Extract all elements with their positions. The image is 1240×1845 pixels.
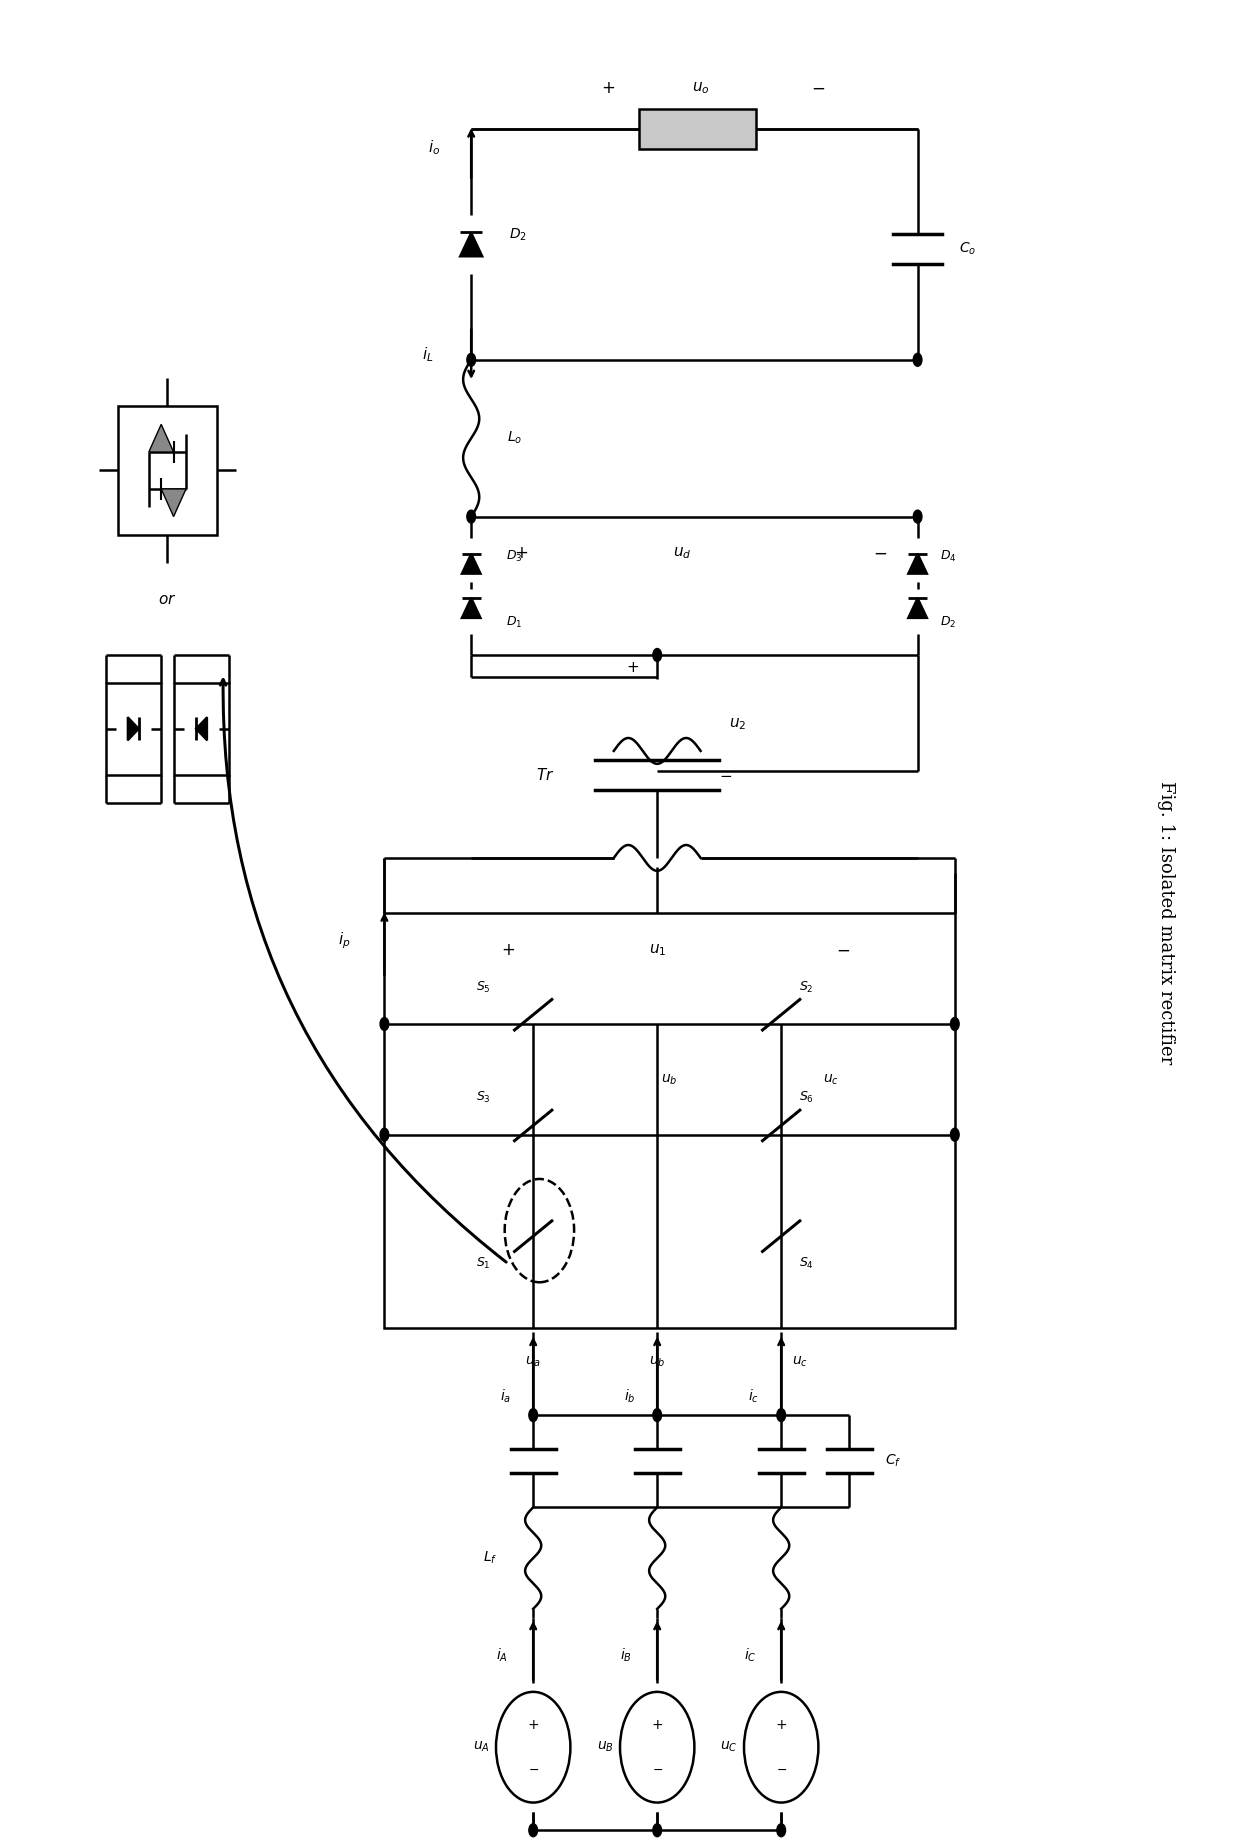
- Polygon shape: [461, 554, 481, 574]
- Circle shape: [528, 1823, 538, 1836]
- Circle shape: [652, 649, 662, 662]
- Text: $D_2$: $D_2$: [940, 614, 957, 631]
- Circle shape: [466, 511, 475, 524]
- Text: $u_a$: $u_a$: [525, 1354, 542, 1369]
- Text: $u_d$: $u_d$: [673, 546, 691, 561]
- Text: $i_b$: $i_b$: [624, 1387, 636, 1406]
- Text: $Tr$: $Tr$: [537, 768, 554, 782]
- Text: $u_B$: $u_B$: [596, 1740, 614, 1755]
- Text: $u_b$: $u_b$: [649, 1354, 666, 1369]
- Text: $u_c$: $u_c$: [823, 1072, 838, 1087]
- Circle shape: [381, 1018, 389, 1030]
- Text: $i_a$: $i_a$: [500, 1387, 512, 1406]
- Text: $L_f$: $L_f$: [482, 1550, 497, 1566]
- Text: $+$: $+$: [501, 941, 516, 959]
- Text: $-$: $-$: [719, 768, 732, 782]
- Polygon shape: [460, 232, 482, 256]
- Circle shape: [776, 1410, 786, 1421]
- Polygon shape: [196, 718, 207, 740]
- Text: $i_B$: $i_B$: [620, 1646, 632, 1664]
- Text: $-$: $-$: [652, 1762, 662, 1777]
- Text: $u_1$: $u_1$: [649, 943, 666, 958]
- Circle shape: [652, 1823, 662, 1836]
- Polygon shape: [161, 489, 186, 517]
- Circle shape: [776, 1823, 786, 1836]
- Text: $S_4$: $S_4$: [799, 1256, 813, 1271]
- Text: $i_p$: $i_p$: [339, 930, 351, 952]
- Circle shape: [913, 354, 923, 365]
- Text: $i_c$: $i_c$: [749, 1387, 759, 1406]
- Text: $or$: $or$: [159, 592, 176, 607]
- Polygon shape: [461, 598, 481, 618]
- Text: $u_b$: $u_b$: [661, 1072, 678, 1087]
- Circle shape: [951, 1129, 960, 1140]
- Text: Fig. 1: Isolated matrix rectifier: Fig. 1: Isolated matrix rectifier: [1157, 780, 1174, 1065]
- Text: $D_3$: $D_3$: [506, 548, 523, 565]
- Text: $+$: $+$: [775, 1718, 787, 1732]
- Text: $D_1$: $D_1$: [506, 614, 523, 631]
- Text: $+$: $+$: [513, 544, 528, 563]
- Bar: [384, 913, 955, 1328]
- Text: $-$: $-$: [528, 1762, 538, 1777]
- Text: $i_o$: $i_o$: [428, 138, 440, 157]
- Text: $L_o$: $L_o$: [507, 430, 522, 446]
- Text: $-$: $-$: [873, 544, 888, 563]
- Bar: [107, 683, 161, 775]
- Circle shape: [913, 511, 923, 524]
- Text: $u_A$: $u_A$: [472, 1740, 490, 1755]
- Bar: [118, 406, 217, 535]
- Circle shape: [381, 1129, 389, 1140]
- Text: $C_o$: $C_o$: [959, 242, 976, 256]
- Text: $u_2$: $u_2$: [729, 716, 746, 732]
- Text: $u_o$: $u_o$: [692, 81, 709, 96]
- Text: $D_4$: $D_4$: [940, 548, 957, 565]
- Text: $-$: $-$: [776, 1762, 786, 1777]
- Text: $S_5$: $S_5$: [476, 980, 491, 994]
- Text: $+$: $+$: [626, 661, 639, 675]
- Text: $i_A$: $i_A$: [496, 1646, 508, 1664]
- Text: $S_6$: $S_6$: [799, 1090, 813, 1105]
- Polygon shape: [908, 554, 928, 574]
- Text: $u_c$: $u_c$: [792, 1354, 807, 1369]
- Text: $S_1$: $S_1$: [476, 1256, 491, 1271]
- Text: $+$: $+$: [527, 1718, 539, 1732]
- Text: $i_L$: $i_L$: [422, 345, 434, 363]
- Text: $+$: $+$: [600, 79, 615, 98]
- Circle shape: [528, 1410, 538, 1421]
- Text: $D_2$: $D_2$: [510, 227, 527, 244]
- Text: $+$: $+$: [651, 1718, 663, 1732]
- Circle shape: [951, 1018, 960, 1030]
- Text: $u_C$: $u_C$: [720, 1740, 738, 1755]
- Text: $-$: $-$: [836, 941, 851, 959]
- FancyBboxPatch shape: [639, 109, 756, 149]
- Circle shape: [652, 1410, 662, 1421]
- Polygon shape: [908, 598, 928, 618]
- Text: $S_2$: $S_2$: [799, 980, 813, 994]
- Text: $-$: $-$: [811, 79, 826, 98]
- Polygon shape: [149, 424, 174, 452]
- Bar: [174, 683, 229, 775]
- Circle shape: [466, 354, 475, 365]
- Text: $i_C$: $i_C$: [744, 1646, 756, 1664]
- Text: $C_f$: $C_f$: [884, 1454, 901, 1469]
- Text: $S_3$: $S_3$: [476, 1090, 491, 1105]
- Polygon shape: [128, 718, 139, 740]
